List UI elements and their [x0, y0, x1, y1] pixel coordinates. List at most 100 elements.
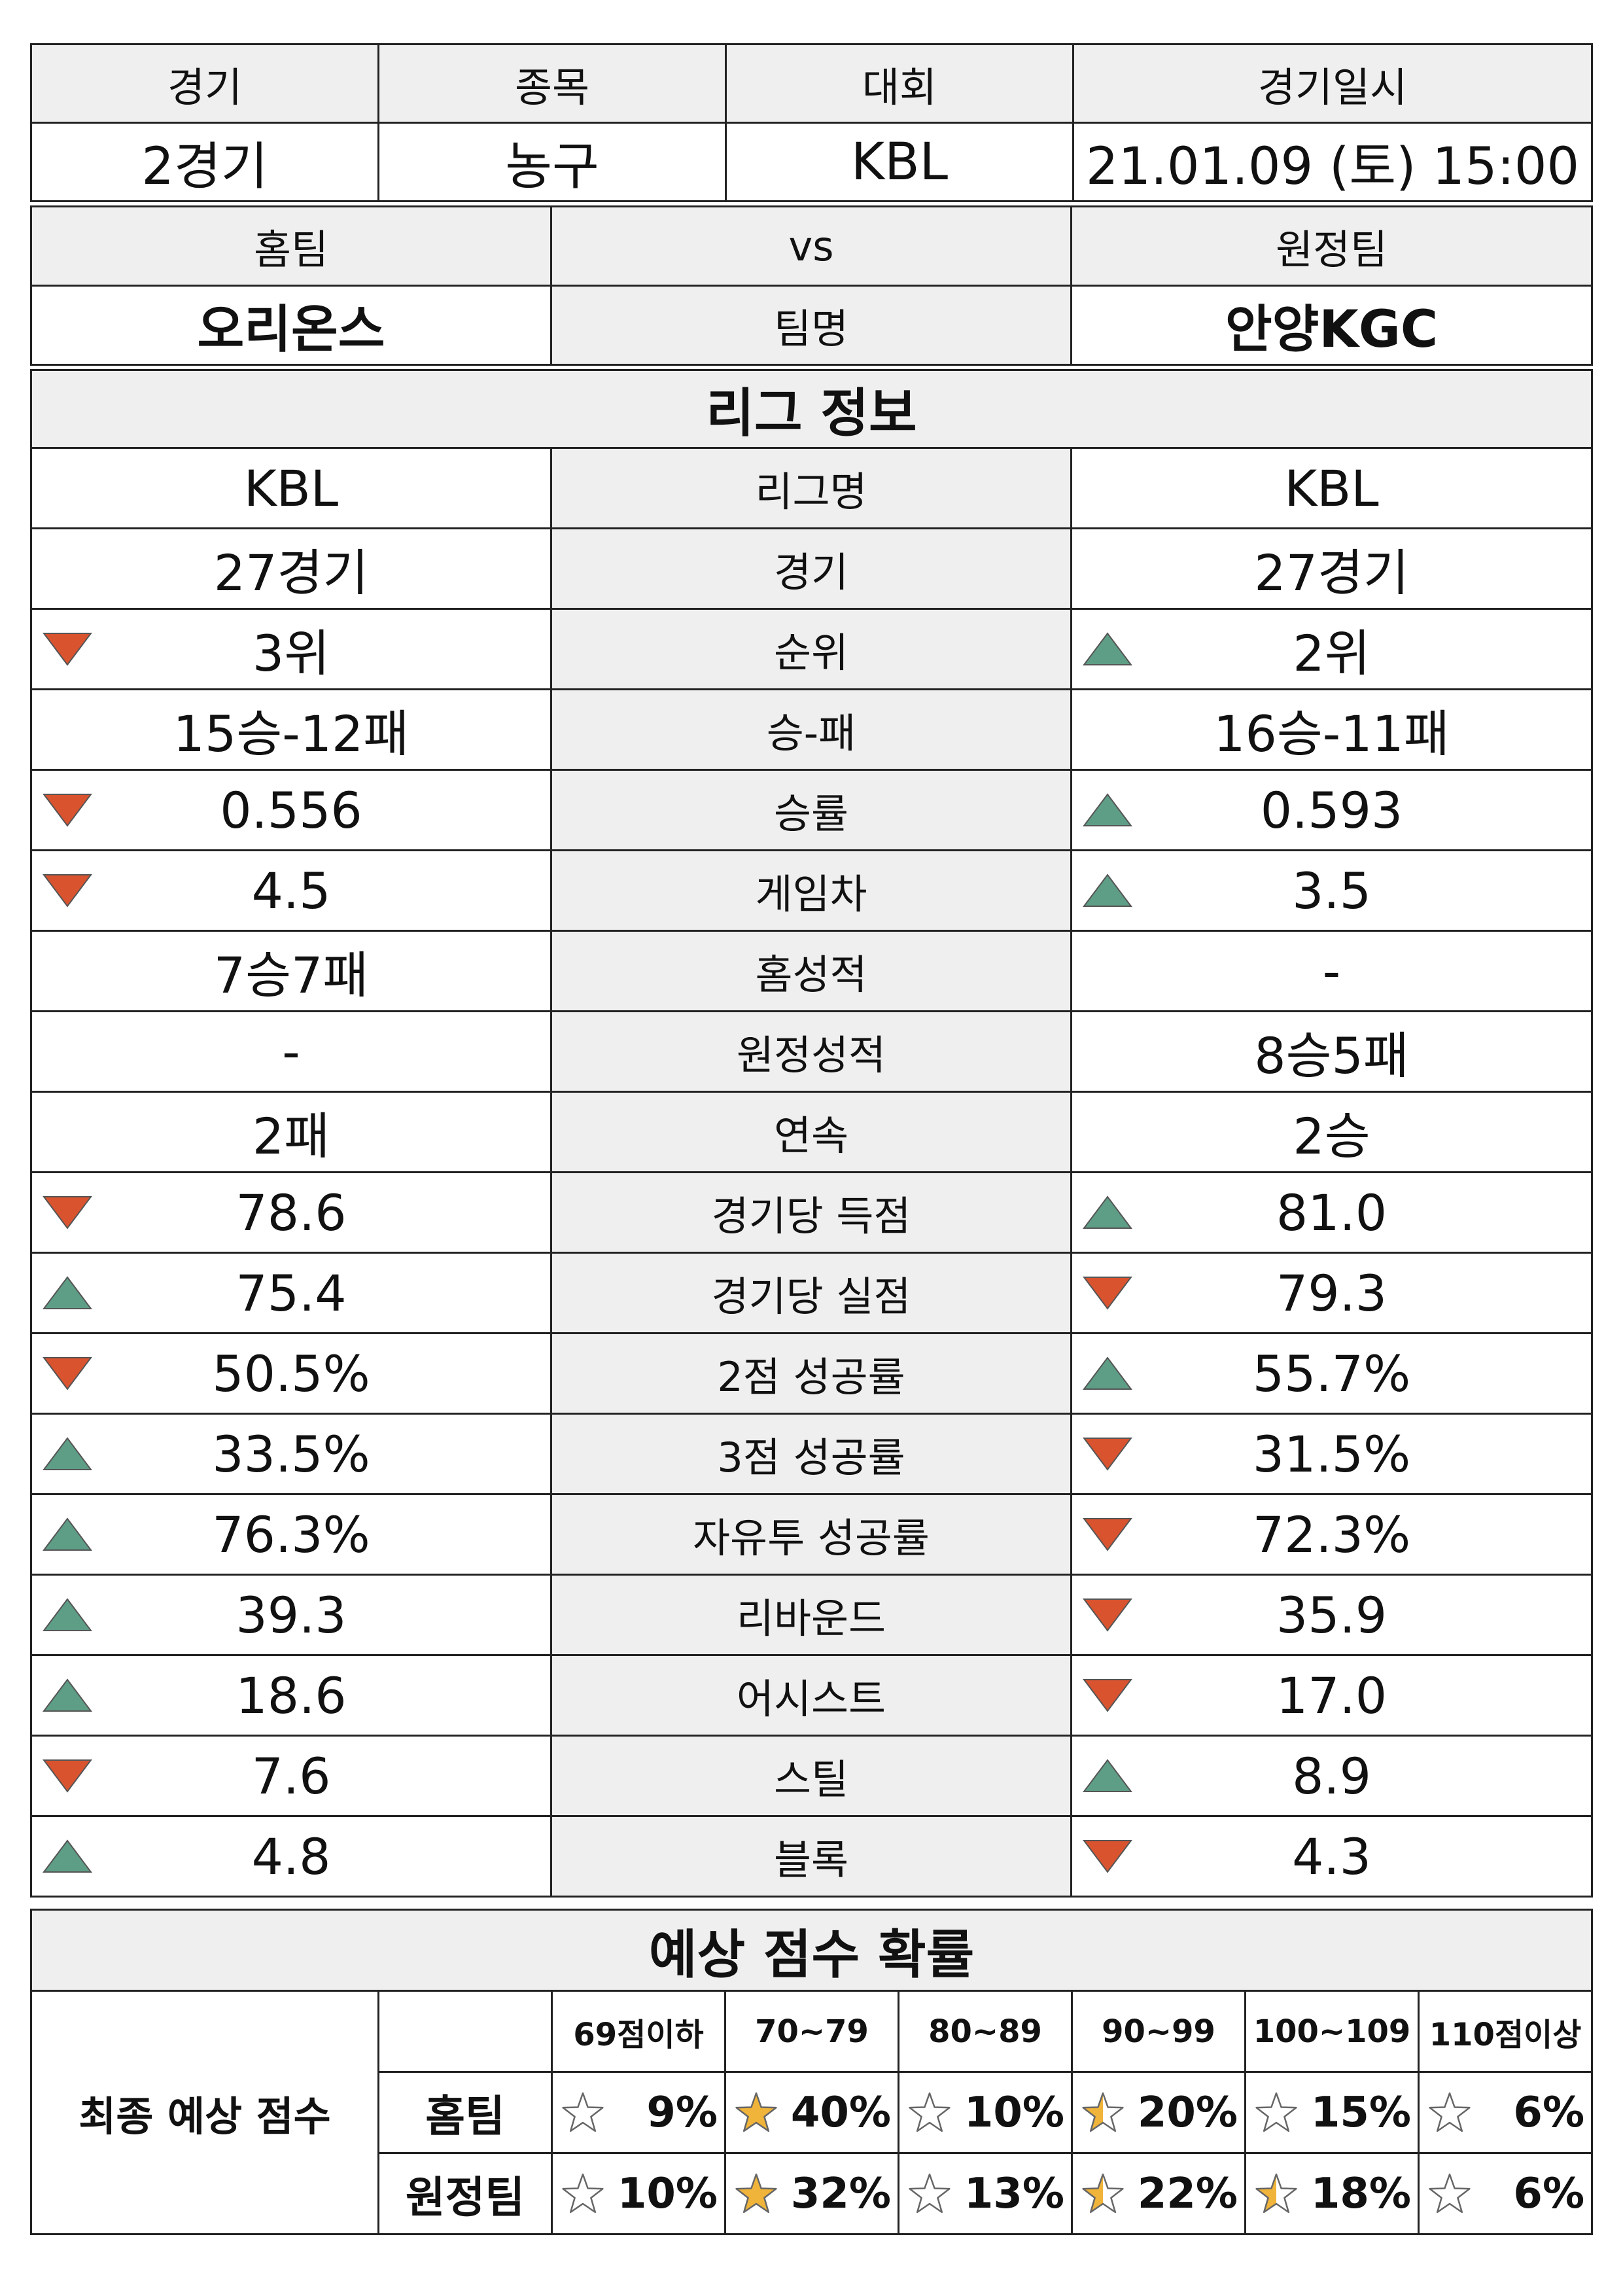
home-prob-cell: 40%: [724, 2071, 899, 2154]
home-stat-value: 76.3%: [212, 1505, 370, 1564]
home-stat-cell: 50.5%: [30, 1332, 552, 1415]
stat-label: 승-패: [550, 688, 1072, 771]
away-stat-cell: KBL: [1070, 447, 1593, 529]
stat-label: 리바운드: [550, 1574, 1072, 1656]
blank-cell: [377, 1990, 553, 2073]
star-icon: [909, 2092, 951, 2132]
league-row: 78.6 경기당 득점 81.0: [30, 1171, 1593, 1254]
league-row: - 원정성적 8승5패: [30, 1010, 1593, 1093]
home-stat-value: 78.6: [236, 1183, 347, 1242]
score-range-header: 110점이상: [1417, 1990, 1594, 2073]
away-stat-value: 81.0: [1276, 1183, 1387, 1242]
header-datetime: 경기일시: [1072, 43, 1593, 124]
triangle-down-icon: [43, 874, 92, 908]
match-number: 2경기: [30, 122, 379, 202]
away-prob-value: 32%: [790, 2169, 891, 2218]
away-stat-cell: 16승-11패: [1070, 688, 1593, 771]
league-row: 4.8 블록 4.3: [30, 1815, 1593, 1898]
league-row: 0.556 승률 0.593: [30, 769, 1593, 851]
league-row: 15승-12패 승-패 16승-11패: [30, 688, 1593, 771]
triangle-down-icon: [1083, 1840, 1132, 1873]
away-stat-value: 8.9: [1292, 1746, 1371, 1805]
triangle-down-icon: [43, 1759, 92, 1793]
triangle-up-icon: [1083, 1759, 1132, 1792]
stat-label: 경기당 실점: [550, 1252, 1072, 1334]
away-stat-value: 27경기: [1254, 544, 1409, 602]
away-stat-cell: -: [1070, 930, 1593, 1012]
away-prob-cell: 32%: [724, 2152, 899, 2235]
away-prob-cell: 10%: [551, 2152, 726, 2235]
league-row: KBL 리그명 KBL: [30, 447, 1593, 529]
triangle-up-icon: [43, 1517, 92, 1551]
triangle-up-icon: [43, 1678, 92, 1712]
away-stat-cell: 31.5%: [1070, 1413, 1593, 1495]
triangle-down-icon: [43, 1357, 92, 1390]
home-stat-value: 75.4: [236, 1263, 347, 1322]
home-team-name: 오리온스: [30, 285, 552, 366]
header-competition: 대회: [725, 43, 1074, 124]
triangle-up-icon: [1083, 1195, 1132, 1229]
stat-label: 리그명: [550, 447, 1072, 529]
away-stat-cell: 35.9: [1070, 1574, 1593, 1656]
away-prob-cell: 18%: [1244, 2152, 1420, 2235]
score-range-header: 100~109: [1244, 1990, 1420, 2073]
away-stat-cell: 8승5패: [1070, 1010, 1593, 1093]
home-stat-value: 27경기: [213, 544, 369, 602]
home-stat-cell: 18.6: [30, 1654, 552, 1737]
triangle-up-icon: [43, 1598, 92, 1631]
triangle-down-icon: [1083, 1598, 1132, 1632]
away-stat-cell: 72.3%: [1070, 1493, 1593, 1576]
sport-value: 농구: [377, 122, 727, 202]
prediction-table: 예상 점수 확률 최종 예상 점수 69점이하 70~79 80~89 90~99 10…: [29, 1909, 1594, 2235]
league-row: 76.3% 자유투 성공률 72.3%: [30, 1493, 1593, 1576]
away-stat-cell: 17.0: [1070, 1654, 1593, 1737]
away-stat-cell: 81.0: [1070, 1171, 1593, 1254]
stat-label: 승률: [550, 769, 1072, 851]
home-prob-value: 10%: [964, 2088, 1064, 2137]
away-stat-cell: 79.3: [1070, 1252, 1593, 1334]
league-row: 39.3 리바운드 35.9: [30, 1574, 1593, 1656]
stat-label: 스틸: [550, 1735, 1072, 1817]
triangle-down-icon: [1083, 1438, 1132, 1471]
away-stat-value: 55.7%: [1252, 1344, 1411, 1403]
score-range-header: 69점이하: [551, 1990, 726, 2073]
home-stat-value: 50.5%: [212, 1344, 370, 1403]
home-prob-value: 15%: [1310, 2088, 1411, 2137]
away-team-label: 원정팀: [1070, 205, 1593, 287]
home-prob-cell: 20%: [1071, 2071, 1246, 2154]
home-stat-cell: 0.556: [30, 769, 552, 851]
home-stat-cell: 15승-12패: [30, 688, 552, 771]
away-stat-cell: 3.5: [1070, 849, 1593, 932]
home-prob-cell: 10%: [898, 2071, 1073, 2154]
triangle-down-icon: [1083, 1518, 1132, 1551]
home-stat-value: 33.5%: [212, 1424, 370, 1483]
away-stat-value: 16승-11패: [1213, 705, 1450, 763]
home-pred-label: 홈팀: [377, 2071, 553, 2154]
league-row: 18.6 어시스트 17.0: [30, 1654, 1593, 1737]
triangle-up-icon: [43, 1276, 92, 1309]
star-icon: [1429, 2092, 1471, 2132]
stat-label: 자유투 성공률: [550, 1493, 1072, 1576]
away-stat-cell: 0.593: [1070, 769, 1593, 851]
stat-label: 원정성적: [550, 1010, 1072, 1093]
star-icon: [735, 2092, 777, 2132]
away-stat-cell: 8.9: [1070, 1735, 1593, 1817]
away-stat-value: KBL: [1284, 459, 1379, 518]
triangle-up-icon: [1083, 874, 1132, 907]
away-stat-value: 79.3: [1276, 1263, 1387, 1322]
away-stat-value: 3.5: [1292, 861, 1371, 920]
vs-label: vs: [550, 205, 1072, 287]
home-stat-value: 2패: [252, 1107, 330, 1165]
star-icon: [562, 2092, 604, 2132]
home-stat-value: 0.556: [220, 781, 362, 839]
score-range-header: 80~89: [898, 1990, 1073, 2073]
league-row: 50.5% 2점 성공률 55.7%: [30, 1332, 1593, 1415]
away-prob-value: 13%: [964, 2169, 1064, 2218]
home-stat-value: 39.3: [236, 1585, 347, 1644]
home-stat-cell: -: [30, 1010, 552, 1093]
home-stat-value: 15승-12패: [173, 705, 410, 763]
home-stat-value: 7승7패: [213, 946, 369, 1004]
league-row: 33.5% 3점 성공률 31.5%: [30, 1413, 1593, 1495]
home-stat-cell: 4.5: [30, 849, 552, 932]
home-stat-cell: 78.6: [30, 1171, 552, 1254]
